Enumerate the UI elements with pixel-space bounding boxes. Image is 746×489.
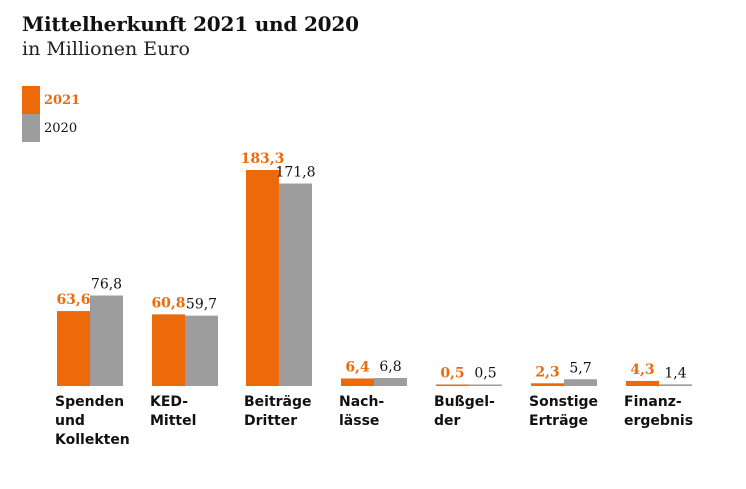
value-label-2020-6: 1,4 (664, 365, 686, 381)
value-label-2021-4: 0,5 (440, 366, 464, 382)
category-label-0-line-2: Kollekten (55, 432, 130, 448)
category-label-0-line-0: Spenden (55, 394, 124, 410)
category-label-4-line-0: Bußgel- (434, 394, 495, 410)
bar-2021-5 (531, 383, 564, 386)
legend-item-2020: 2020 (22, 114, 80, 142)
category-label-6-line-1: ergebnis (624, 413, 693, 429)
legend-label-2020: 2020 (44, 120, 78, 136)
bar-2021-2 (246, 170, 279, 386)
value-label-2021-6: 4,3 (630, 362, 654, 378)
bar-2020-5 (564, 379, 597, 386)
bar-2021-0 (57, 311, 90, 386)
category-label-2-line-0: Beiträge (244, 394, 312, 410)
value-label-2020-5: 5,7 (569, 360, 591, 376)
chart-title: Mittelherkunft 2021 und 2020 (22, 12, 359, 36)
value-label-2021-0: 63,6 (56, 292, 90, 308)
value-label-2021-1: 60,8 (151, 295, 185, 311)
legend-swatch-2021 (22, 86, 40, 114)
value-label-2020-2: 171,8 (275, 165, 315, 181)
value-label-2021-5: 2,3 (535, 364, 559, 380)
bar-2020-2 (279, 183, 312, 386)
category-label-5-line-1: Erträge (529, 413, 588, 429)
legend: 2021 2020 (22, 86, 80, 142)
bar-2021-3 (341, 378, 374, 386)
legend-label-2021: 2021 (44, 92, 81, 108)
value-label-2021-3: 6,4 (345, 359, 370, 375)
bar-2020-1 (185, 315, 218, 386)
bar-2021-4 (436, 384, 469, 386)
legend-item-2021: 2021 (22, 86, 80, 114)
category-label-1-line-0: KED- (150, 394, 188, 410)
category-label-2-line-1: Dritter (244, 413, 297, 429)
bar-2020-4 (469, 384, 502, 386)
category-label-4-line-1: der (434, 413, 461, 429)
category-label-5-line-0: Sonstige (529, 394, 598, 410)
legend-swatch-2020 (22, 114, 40, 142)
value-label-2020-4: 0,5 (474, 366, 496, 382)
bar-2020-6 (659, 384, 692, 386)
category-label-3-line-0: Nach- (339, 394, 384, 410)
bar-2021-1 (152, 314, 185, 386)
category-label-3-line-1: lässe (339, 413, 379, 429)
chart-subtitle: in Millionen Euro (22, 38, 190, 60)
bar-2020-0 (90, 295, 123, 386)
category-label-0-line-1: und (55, 413, 85, 429)
bar-2020-3 (374, 377, 407, 386)
value-label-2021-2: 183,3 (241, 151, 285, 167)
value-label-2020-0: 76,8 (91, 276, 122, 292)
category-label-1-line-1: Mittel (150, 413, 196, 429)
category-label-6-line-0: Finanz- (624, 394, 682, 410)
value-label-2020-1: 59,7 (186, 297, 217, 313)
bar-2021-6 (626, 380, 659, 386)
value-label-2020-3: 6,8 (379, 359, 401, 375)
